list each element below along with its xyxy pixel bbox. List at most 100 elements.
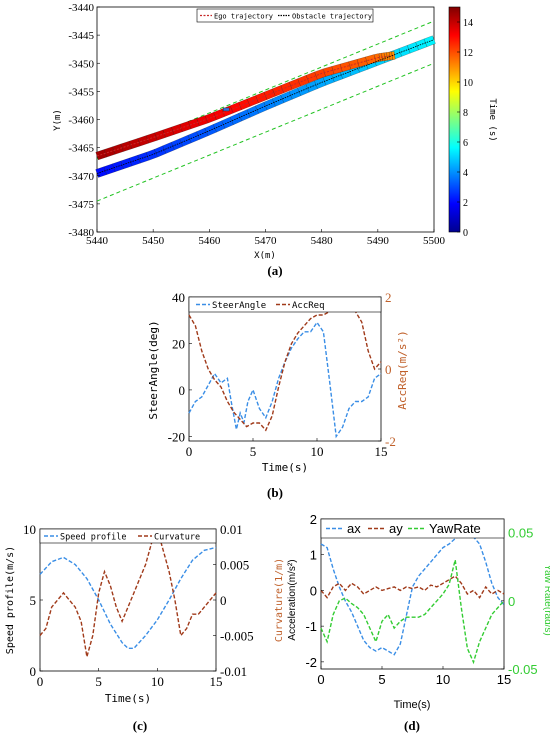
colorbar-tick-label: 0 bbox=[463, 228, 468, 239]
series-line-ay bbox=[320, 575, 505, 599]
legend-yawrate: YawRate bbox=[429, 521, 481, 536]
y-tick-label: -3480 bbox=[68, 227, 94, 239]
colorbar-gradient bbox=[448, 6, 461, 233]
panel-b-xlabel: Time(s) bbox=[262, 461, 308, 474]
y-tick-label: -3445 bbox=[68, 30, 94, 42]
panel-d-y-ticks-right: 0.05 0 -0.05 bbox=[501, 526, 538, 677]
panel-d-caption: (d) bbox=[404, 718, 420, 733]
panel-d-ylabel-right: Yaw Rate(rad/s) bbox=[542, 564, 550, 636]
panel-b-series bbox=[188, 308, 382, 439]
x-tick-label: 5460 bbox=[198, 235, 221, 247]
y-tick-label: 0 bbox=[179, 383, 186, 398]
obstacle-trajectory-line bbox=[96, 39, 435, 174]
x-tick-label: 10 bbox=[151, 674, 164, 689]
panel-b-x-ticks: 0 5 10 15 bbox=[186, 438, 388, 459]
panel-d-legend: ax ay YawRate bbox=[320, 518, 505, 539]
series-line-curvature bbox=[39, 526, 217, 657]
x-tick-label: 0 bbox=[317, 672, 324, 687]
y-right-tick-label: 0 bbox=[385, 362, 392, 377]
series-line-yawrate bbox=[320, 559, 505, 665]
panel-b-legend: SteerAngle AccReq bbox=[188, 296, 382, 313]
y-right-tick-label: 0 bbox=[508, 594, 515, 609]
y-tick-label: 5 bbox=[30, 593, 37, 608]
x-tick-label: 5 bbox=[95, 674, 102, 689]
y-right-tick-label: 0.05 bbox=[508, 526, 533, 541]
panel-b-y-ticks: 40 20 0 -20 bbox=[168, 290, 192, 444]
y-tick-label: 20 bbox=[172, 336, 185, 351]
y-tick-label: -2 bbox=[305, 655, 317, 670]
x-tick-label: 5450 bbox=[142, 235, 165, 247]
panel-a-legend: Ego trajectory Obstacle trajectory bbox=[196, 8, 374, 23]
legend-ay: ay bbox=[389, 521, 403, 536]
obstacle-marker bbox=[222, 107, 230, 112]
panel-a-plot-area bbox=[96, 6, 435, 233]
y-tick-label: -3465 bbox=[68, 143, 94, 155]
legend-curvature: Curvature bbox=[154, 533, 200, 543]
x-tick-label: 15 bbox=[375, 444, 388, 459]
panel-a-boundary-lines bbox=[96, 20, 435, 202]
legend-ego-label: Ego trajectory bbox=[214, 13, 273, 21]
panel-a-caption: (a) bbox=[267, 263, 282, 278]
panel-b-caption: (b) bbox=[267, 485, 283, 500]
colorbar-tick-label: 10 bbox=[463, 78, 473, 89]
series-line-speed-profile bbox=[39, 546, 217, 649]
y-tick-label: -3440 bbox=[68, 2, 94, 14]
panel-a-y-ticks: -3440 -3445 -3450 -3455 -3460 -3465 -3470 -3475… bbox=[68, 2, 100, 239]
panel-a-colorbar: 0 2 4 6 8 10 12 14 Time (s) bbox=[448, 6, 497, 239]
colorbar-tick-label: 2 bbox=[463, 198, 468, 209]
colorbar-tick-label: 14 bbox=[463, 18, 473, 29]
ego-segment bbox=[391, 51, 396, 60]
y-right-tick-label: 0.005 bbox=[220, 558, 249, 573]
x-tick-label: 15 bbox=[210, 674, 223, 689]
legend-speed: Speed profile bbox=[60, 533, 127, 543]
colorbar-tick-label: 12 bbox=[463, 48, 473, 59]
colorbar-tick-label: 8 bbox=[463, 108, 468, 119]
panel-c-ylabel-right: Curvature(1/m) bbox=[274, 558, 285, 642]
panel-c-ylabel: Speed profile(m/s) bbox=[5, 546, 16, 654]
y-tick-label: -3450 bbox=[68, 58, 94, 70]
x-tick-label: 5490 bbox=[367, 235, 390, 247]
x-tick-label: 0 bbox=[37, 674, 44, 689]
ego-segment bbox=[373, 53, 381, 63]
panel-a: 5440 5450 5460 5470 5480 5490 5500 -3440-3445-… bbox=[53, 2, 497, 278]
panel-d-series bbox=[320, 532, 505, 665]
x-tick-label: 10 bbox=[436, 672, 450, 687]
panel-c-x-ticks: 0 5 10 15 bbox=[37, 668, 223, 689]
ego-trajectory-line bbox=[96, 54, 395, 157]
panel-a-trajectory-lines bbox=[96, 39, 435, 174]
y-tick-label: -3460 bbox=[68, 115, 94, 127]
legend-accreq: AccReq bbox=[292, 301, 325, 311]
y-tick-label: -3470 bbox=[68, 171, 94, 183]
colorbar-tick-label: 4 bbox=[463, 168, 468, 179]
x-tick-label: 5440 bbox=[86, 235, 109, 247]
x-tick-label: 5480 bbox=[311, 235, 334, 247]
y-tick-label: 10 bbox=[23, 522, 36, 537]
panel-b-ylabel-right: AccReq(m/s²) bbox=[396, 330, 409, 409]
legend-obstacle-label: Obstacle trajectory bbox=[292, 13, 372, 21]
panel-c-series bbox=[39, 526, 217, 657]
y-tick-label: 0 bbox=[310, 583, 317, 598]
panel-c-xlabel: Time(s) bbox=[105, 692, 151, 705]
series-line-accreq bbox=[188, 308, 382, 432]
series-line-steerangle bbox=[188, 321, 382, 439]
y-right-tick-label: 0 bbox=[220, 593, 227, 608]
y-tick-label: 40 bbox=[172, 290, 185, 305]
panel-d-ylabel: Acceleration(m/s²) bbox=[287, 559, 298, 640]
y-tick-label: 1 bbox=[310, 548, 317, 563]
x-tick-label: 5 bbox=[378, 672, 385, 687]
panel-d-xlabel: Time(s) bbox=[394, 699, 431, 711]
colorbar-label: Time (s) bbox=[487, 98, 497, 141]
legend-ax: ax bbox=[347, 521, 361, 536]
y-right-tick-label: 0.01 bbox=[220, 522, 243, 537]
panel-d: 0 5 10 15 210-1-2 0.050-0.05 ax ay YawRate … bbox=[287, 512, 550, 733]
y-tick-label: -20 bbox=[168, 429, 185, 444]
y-right-tick-label: -0.005 bbox=[220, 629, 254, 644]
panel-c-caption: (c) bbox=[133, 718, 147, 733]
x-tick-label: 10 bbox=[311, 444, 324, 459]
boundary-line-0 bbox=[96, 20, 435, 160]
y-right-tick-label: -0.05 bbox=[508, 662, 538, 677]
x-tick-label: 5500 bbox=[423, 235, 446, 247]
y-right-tick-label: 2 bbox=[385, 290, 392, 305]
